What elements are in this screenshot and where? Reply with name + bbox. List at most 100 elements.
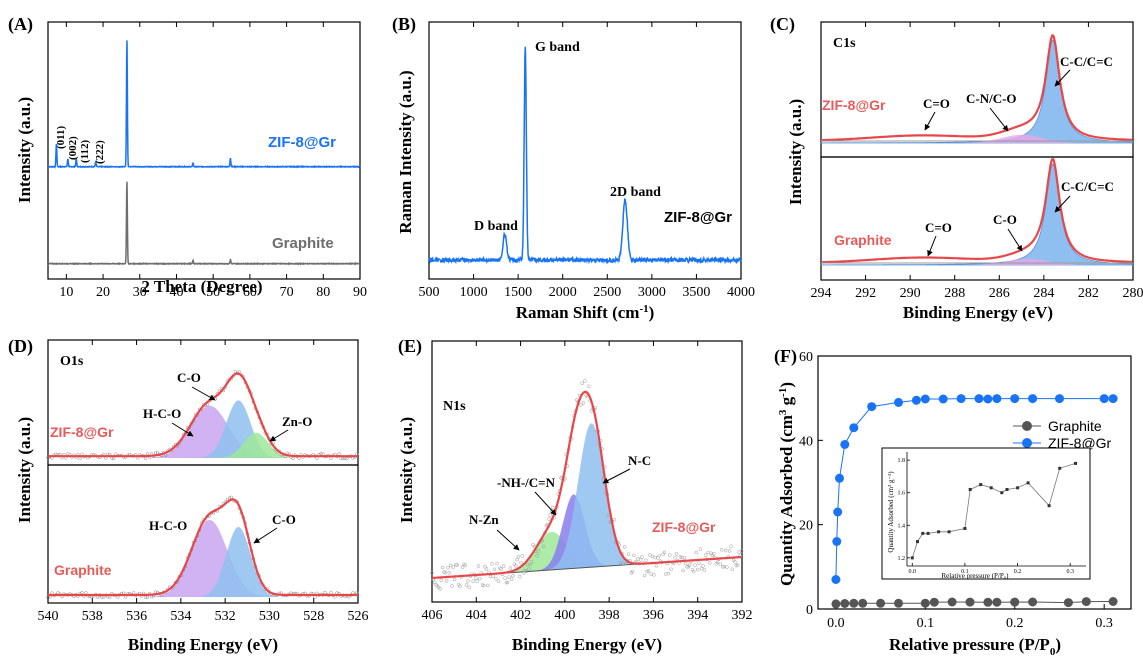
d-bot-point <box>84 591 88 595</box>
e-point <box>458 584 462 588</box>
b-series-label: ZIF-8@Gr <box>664 209 732 226</box>
e-point <box>466 579 470 583</box>
f-point-graphite <box>920 598 930 608</box>
f-inset-x-tick-label: 0.1 <box>961 569 969 575</box>
a-x-tick-label: 60 <box>243 285 257 300</box>
e-point <box>476 564 481 568</box>
b-d-band: D band <box>474 219 518 234</box>
e-point <box>547 517 551 521</box>
panel-e-label: (E) <box>398 336 422 357</box>
d-bot-co-arrow <box>253 527 278 544</box>
panel-d: (D) 540 538 536 534 532 530 528 526 Binding Ene… <box>8 336 369 654</box>
e-point <box>662 550 667 555</box>
f-point-zif8gr <box>920 394 930 404</box>
e-point <box>505 580 510 585</box>
e-nzn: N-Zn <box>469 512 499 527</box>
e-point <box>718 562 723 566</box>
f-point-zif8gr <box>849 423 859 433</box>
a-y-label: Intensity (a.u.) <box>15 97 34 203</box>
e-point <box>474 576 478 580</box>
f-x-label: Relative pressure (P/P0) <box>889 635 1061 658</box>
d-x-ticks: 540 538 536 534 532 530 528 526 <box>38 340 369 624</box>
b-2d-band: 2D band <box>610 185 661 200</box>
e-point <box>684 561 688 566</box>
a-peak-222: (222) <box>94 140 106 164</box>
e-point <box>448 563 453 568</box>
e-point <box>484 567 489 571</box>
c-top-envelope <box>820 34 1133 142</box>
panel-d-bottom-frame <box>47 464 359 604</box>
e-point <box>492 567 497 572</box>
e-point <box>674 552 679 556</box>
a-peak-112: (112) <box>79 139 91 163</box>
panel-c-bottom-frame <box>820 156 1134 281</box>
e-y-label: Intensity (a.u.) <box>397 417 416 523</box>
d-bot-point <box>116 595 120 599</box>
f-inset-x-tick-label: 0.3 <box>1066 569 1074 575</box>
c-top-cc-arrow <box>1054 69 1071 87</box>
d-bot-point <box>108 595 112 599</box>
f-point-zif8gr <box>1010 394 1020 404</box>
f-inset-point <box>910 556 914 560</box>
f-point-zif8gr <box>992 394 1002 404</box>
e-point <box>525 562 530 567</box>
e-point <box>707 561 712 565</box>
d-bot-point <box>329 591 333 595</box>
d-top-point <box>337 452 341 456</box>
d-bot-point <box>145 595 150 599</box>
f-point-graphite <box>929 597 939 607</box>
panel-e: (E) 406 404 402 400 398 396 394 392 Binding Ene… <box>397 336 753 654</box>
d-top-hco-arrow <box>171 422 194 437</box>
panel-f-label: (F) <box>774 346 797 367</box>
f-point-zif8gr <box>1108 394 1118 404</box>
f-legend: Graphite ZIF-8@Gr <box>1013 418 1112 451</box>
f-legend-zif: ZIF-8@Gr <box>1048 435 1112 451</box>
e-x-tick-label: 404 <box>466 608 487 623</box>
d-bot-co: C-O <box>272 512 296 527</box>
e-point <box>624 561 628 566</box>
f-inset-y-tick-label: 1.2 <box>898 556 906 562</box>
f-point-graphite <box>1108 597 1118 606</box>
c-bottom-cc-peak <box>820 163 1134 266</box>
c-x-label: Binding Energy (eV) <box>903 303 1053 322</box>
e-point <box>581 401 586 405</box>
c-top-series: ZIF-8@Gr <box>822 97 886 113</box>
e-point <box>501 564 506 568</box>
f-point-zif8gr <box>1055 394 1064 404</box>
c-top-co: C=O <box>923 96 950 111</box>
e-point <box>711 552 716 556</box>
f-legend-graphite: Graphite <box>1048 418 1102 434</box>
f-y-tick-label: 60 <box>799 350 813 365</box>
e-point <box>471 579 475 583</box>
e-x-tick-label: 398 <box>599 608 620 623</box>
c-top-cc-peak <box>820 39 1134 144</box>
f-x-tick-label: 0.3 <box>1095 616 1113 631</box>
d-bot-point <box>132 591 136 595</box>
b-x-tick-label: 1000 <box>460 285 488 300</box>
e-point <box>460 565 465 569</box>
e-point <box>444 579 449 583</box>
f-legend-zif-marker <box>1022 438 1032 448</box>
b-series-zif8gr <box>428 46 742 265</box>
panel-a-frame <box>47 21 361 280</box>
d-top-point <box>291 456 295 461</box>
a-x-tick-label: 40 <box>169 285 183 300</box>
e-point <box>654 564 659 568</box>
e-point <box>511 573 515 578</box>
e-point <box>697 561 701 566</box>
e-x-ticks: 406 404 402 400 398 396 394 392 <box>422 341 753 623</box>
e-point <box>695 567 700 572</box>
f-point-graphite <box>876 598 886 608</box>
e-point <box>520 554 525 558</box>
e-point <box>440 565 445 570</box>
d-top-zno-arrow <box>269 429 289 442</box>
c-bot-cc-arrow <box>1054 195 1071 213</box>
f-x-tick-label: 0.0 <box>827 616 845 631</box>
f-inset-point <box>979 483 983 487</box>
b-x-tick-label: 4000 <box>727 285 755 300</box>
f-point-graphite <box>1063 598 1073 608</box>
e-envelope <box>431 390 741 580</box>
e-point <box>680 555 684 560</box>
e-point <box>495 561 499 566</box>
d-top-envelope <box>48 372 358 458</box>
